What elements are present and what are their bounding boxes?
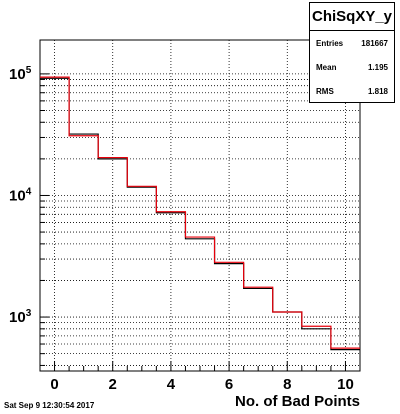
stats-value-rms: 1.818 [367,87,388,96]
y-tick-label: 103 [9,308,32,326]
stats-key-mean: Mean [316,63,337,72]
x-tick-label: 0 [50,376,58,393]
x-tick-label: 8 [283,376,291,393]
stats-key-rms: RMS [316,87,334,96]
x-axis-title: No. of Bad Points [235,393,360,410]
stats-row-rms: RMS 1.818 [310,79,394,103]
stats-title: ChiSqXY_y [310,3,394,31]
stats-value-entries: 181667 [361,39,388,48]
stats-key-entries: Entries [316,39,344,48]
y-tick-label: 104 [9,186,32,204]
stats-box: ChiSqXY_y Entries 181667 Mean 1.195 RMS … [309,2,395,103]
stats-row-entries: Entries 181667 [310,31,394,55]
x-tick-label: 10 [337,376,354,393]
x-tick-label: 2 [109,376,117,393]
histogram-series-2 [40,76,360,349]
x-tick-label: 4 [167,376,176,393]
stats-value-mean: 1.195 [367,63,388,72]
datestamp: Sat Sep 9 12:30:54 2017 [4,401,95,410]
y-tick-label: 105 [9,65,32,83]
stats-row-mean: Mean 1.195 [310,55,394,79]
plot-frame [39,39,361,372]
x-tick-label: 6 [225,376,233,393]
